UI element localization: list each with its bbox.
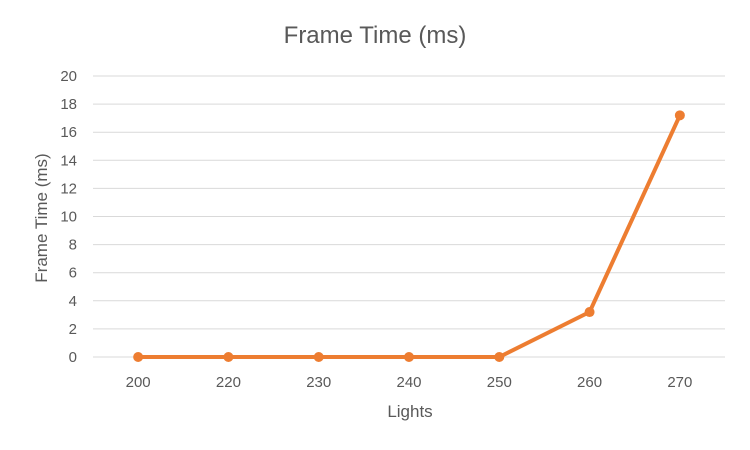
y-tick-label: 16 — [60, 124, 77, 141]
data-point — [223, 352, 234, 362]
data-point — [674, 110, 685, 121]
y-tick-label: 2 — [69, 321, 77, 338]
data-point — [494, 352, 505, 362]
x-axis-ticks: 200 220 230 240 250 260 270 — [126, 374, 693, 391]
chart-title: Frame Time (ms) — [284, 22, 467, 49]
series-line — [136, 113, 682, 359]
x-tick-label: 270 — [667, 374, 692, 391]
y-axis-ticks: 0 2 4 6 8 10 12 14 16 18 20 — [60, 68, 77, 366]
data-point — [313, 352, 324, 362]
y-tick-label: 4 — [69, 293, 77, 310]
y-tick-label: 6 — [69, 265, 77, 282]
series-layer — [133, 110, 685, 362]
x-tick-label: 240 — [396, 374, 421, 391]
y-tick-label: 8 — [69, 237, 77, 254]
y-tick-label: 12 — [60, 180, 77, 197]
y-axis-title: Frame Time (ms) — [32, 153, 51, 282]
x-tick-label: 220 — [216, 374, 241, 391]
x-axis-title: Lights — [387, 402, 432, 421]
data-point — [404, 352, 414, 362]
gridlines — [93, 75, 725, 358]
y-tick-label: 0 — [69, 349, 77, 366]
x-tick-label: 200 — [126, 374, 151, 391]
y-tick-label: 18 — [60, 96, 77, 113]
x-tick-label: 250 — [487, 374, 512, 391]
y-tick-label: 14 — [60, 152, 77, 169]
y-tick-label: 10 — [60, 209, 77, 226]
data-point — [584, 307, 595, 318]
data-point — [133, 352, 144, 362]
x-tick-label: 230 — [306, 374, 331, 391]
x-tick-label: 260 — [577, 374, 602, 391]
y-tick-label: 20 — [60, 68, 77, 85]
